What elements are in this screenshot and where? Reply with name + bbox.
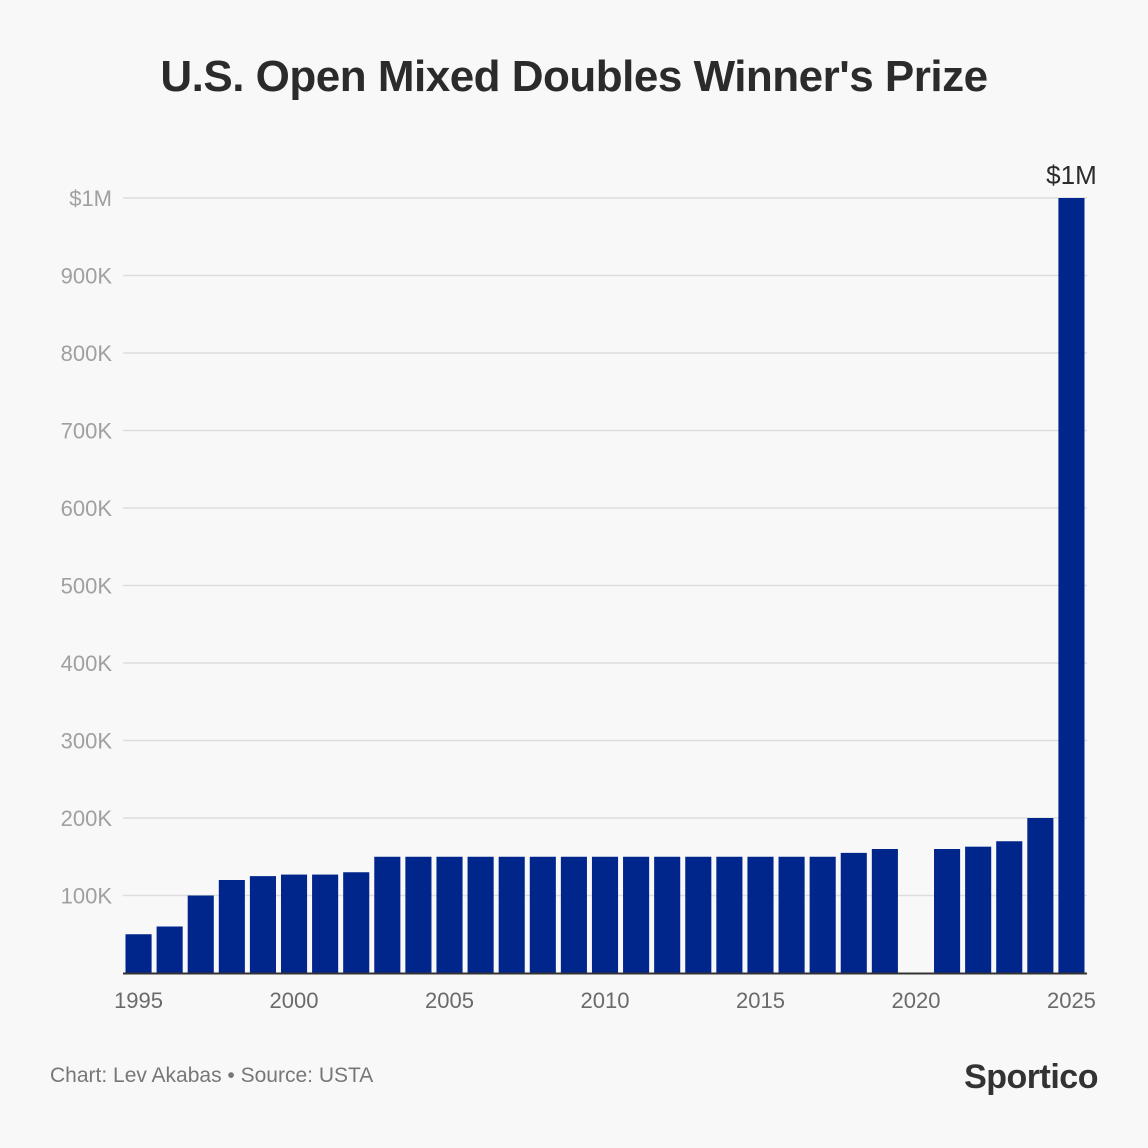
bar-2007 [498, 856, 525, 973]
bar-2024 [1027, 818, 1054, 973]
bar-2008 [529, 856, 556, 973]
bar-2017 [809, 856, 836, 973]
x-tick-label: 2015 [736, 988, 785, 1013]
x-tick-label: 2010 [581, 988, 630, 1013]
bar-2012 [654, 856, 681, 973]
y-tick-label: 900K [61, 264, 113, 289]
source-credit: Chart: Lev Akabas • Source: USTA [50, 1064, 374, 1087]
bar-1999 [249, 876, 276, 973]
y-axis-labels: 100K 200K 300K 400K 500K 600K 700K 800K 900K $1M [61, 186, 113, 909]
x-tick-label: 1995 [114, 988, 163, 1013]
bar-2011 [623, 856, 650, 973]
bar-annotation: $1M [1046, 160, 1097, 190]
y-tick-label: 100K [61, 884, 113, 909]
y-tick-label: 700K [61, 419, 113, 444]
bar-2021 [934, 849, 961, 973]
bar-2016 [778, 856, 805, 973]
y-tick-label: $1M [69, 186, 112, 211]
bar-2004 [405, 856, 432, 973]
bar-2005 [436, 856, 463, 973]
bar-2013 [685, 856, 712, 973]
y-tick-label: 300K [61, 729, 113, 754]
bar-2010 [591, 856, 619, 973]
x-tick-label: 2025 [1047, 988, 1096, 1013]
bar-2000 [280, 874, 308, 973]
x-tick-label: 2005 [425, 988, 474, 1013]
bar-2006 [467, 856, 494, 973]
bar-1998 [218, 880, 245, 973]
y-tick-label: 200K [61, 806, 113, 831]
bar-2001 [312, 874, 339, 973]
bar-2003 [374, 856, 401, 973]
bar-2019 [871, 849, 898, 973]
y-tick-label: 800K [61, 341, 113, 366]
bar-2025 [1058, 198, 1085, 973]
x-tick-label: 2020 [891, 988, 940, 1013]
bar-2015 [747, 856, 774, 973]
y-tick-label: 400K [61, 651, 113, 676]
bars [125, 198, 1085, 973]
y-tick-label: 600K [61, 496, 113, 521]
bar-1997 [187, 895, 214, 973]
bar-2009 [560, 856, 587, 973]
annotations: $1M [1046, 160, 1097, 190]
grid-lines [123, 197, 1087, 897]
bar-1996 [156, 926, 183, 973]
y-tick-label: 500K [61, 574, 113, 599]
bar-2022 [965, 846, 992, 973]
x-axis-labels: 1995 2000 2005 2010 2015 2020 2025 [114, 988, 1096, 1013]
x-tick-label: 2000 [270, 988, 319, 1013]
bar-1995 [125, 934, 152, 973]
bar-2014 [716, 856, 743, 973]
bar-2018 [840, 852, 867, 973]
chart-title: U.S. Open Mixed Doubles Winner's Prize [160, 52, 988, 101]
bar-2002 [343, 872, 370, 973]
bar-2023 [996, 841, 1023, 973]
sportico-logo: Sportico [964, 1058, 1098, 1096]
